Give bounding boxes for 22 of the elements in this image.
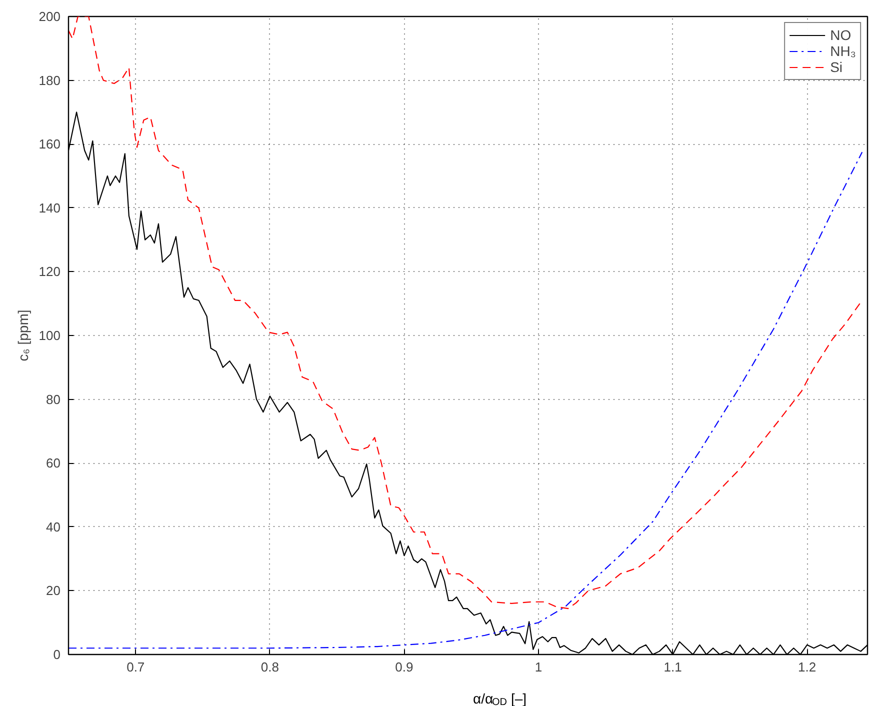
y-tick-label: 180 — [38, 72, 61, 88]
y-tick-label: 120 — [38, 264, 61, 280]
x-tick-label: 1.1 — [664, 660, 682, 674]
legend-label: Si — [830, 59, 844, 75]
y-tick-label: 160 — [38, 136, 61, 152]
y-tick-label: 140 — [38, 200, 61, 216]
x-tick-label: 1 — [534, 660, 542, 674]
y-tick-label: 100 — [38, 328, 61, 343]
y-tick-label: 0 — [53, 647, 61, 662]
y-tick-label: 20 — [46, 583, 61, 598]
y-tick-label: 80 — [46, 392, 61, 407]
legend-label: NH₃ — [830, 43, 856, 59]
legend-label: NO — [830, 27, 852, 43]
y-axis-title: c₆ [ppm] — [14, 310, 31, 362]
line-series — [68, 16, 863, 610]
y-tick-label: 40 — [46, 519, 61, 534]
x-tick-label: 0.9 — [395, 660, 414, 674]
x-tick-label: 0.8 — [260, 660, 279, 674]
x-tick-label: 0.7 — [126, 660, 145, 674]
y-tick-label: 60 — [46, 456, 61, 471]
y-tick-label: 200 — [38, 9, 61, 24]
x-tick-label: 1.2 — [798, 660, 816, 674]
